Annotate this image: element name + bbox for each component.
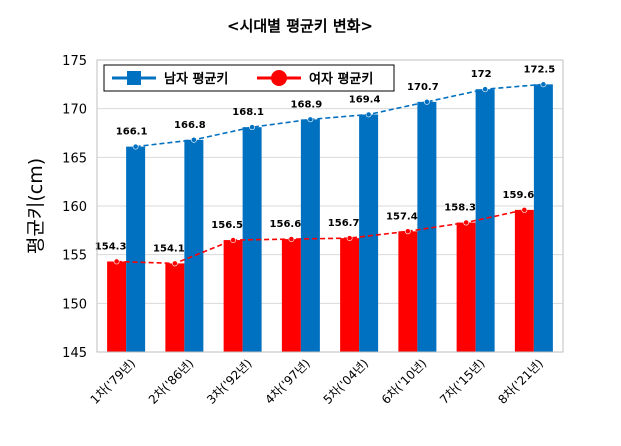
legend-marker-female <box>271 70 287 86</box>
bar-female <box>340 238 360 352</box>
data-label-female: 156.6 <box>270 219 302 230</box>
data-label-male: 169.4 <box>349 95 381 106</box>
x-axis-ticks: 1차('79년) 2차('86년) 3차('92년) 4차('97년) 5차('04년)… <box>88 356 546 407</box>
bar-female <box>281 239 301 352</box>
data-label-female: 154.1 <box>153 243 185 254</box>
trend-line-male-point <box>482 86 489 93</box>
x-tick-label: 5차('04년) <box>321 356 372 407</box>
x-tick-label: 8차('21년) <box>495 356 546 407</box>
trend-line-male <box>135 83 544 148</box>
trend-line-male-point <box>132 143 139 150</box>
bar-male <box>359 114 379 352</box>
trend-line-female-point <box>463 219 470 226</box>
bar-male <box>184 139 204 352</box>
trend-line-female-point <box>230 237 237 243</box>
data-label-female: 158.3 <box>444 203 476 214</box>
data-label-female: 154.3 <box>95 241 127 252</box>
y-axis-label: 평균키(cm) <box>25 158 47 254</box>
legend: 남자 평균키 여자 평균키 <box>103 64 395 92</box>
data-label-male: 168.1 <box>232 107 264 118</box>
trend-line-female-point <box>288 236 295 242</box>
x-tick-label: 7차('15년) <box>437 356 488 407</box>
bar-female <box>165 263 185 352</box>
x-tick-label: 2차('86년) <box>146 356 197 407</box>
data-label-male: 166.1 <box>116 127 148 138</box>
bar-male <box>417 101 437 352</box>
plot-frame <box>96 59 564 353</box>
y-tick-label: 170 <box>62 103 87 118</box>
bar-male <box>533 84 553 352</box>
trend-line-female-point <box>346 235 353 242</box>
y-tick-label: 155 <box>62 249 87 264</box>
x-tick-label: 3차('92년) <box>204 356 255 407</box>
data-labels: 154.3 166.1 154.1 166.8 156.5 168.1 156.6 168.9… <box>95 64 555 254</box>
data-label-male: 172.5 <box>524 64 556 75</box>
trend-line-female-point <box>113 258 120 265</box>
data-label-female: 156.5 <box>211 220 243 231</box>
legend-marker-male <box>127 71 141 85</box>
bar-male <box>300 119 320 352</box>
bar-female <box>107 261 127 352</box>
legend-label-male: 남자 평균키 <box>164 71 228 87</box>
data-label-male: 168.9 <box>291 99 323 110</box>
data-label-female: 157.4 <box>386 211 418 222</box>
trend-line-female-point <box>404 228 411 235</box>
trend-line-male-point <box>307 116 314 123</box>
chart-title: <시대별 평균키 변화> <box>227 17 373 35</box>
data-label-male: 172 <box>471 69 492 80</box>
data-label-male: 166.8 <box>174 120 206 131</box>
trend-line-male-point <box>365 111 372 118</box>
x-tick-label: 6차('10년) <box>379 356 430 407</box>
bars <box>107 84 553 352</box>
y-tick-label: 145 <box>62 346 87 361</box>
trend-line-female-point <box>521 206 528 213</box>
trend-line-female-point <box>171 260 178 267</box>
trend-lines <box>113 81 547 267</box>
data-label-male: 170.7 <box>407 82 439 93</box>
trend-line-male-point <box>249 124 256 131</box>
data-label-female: 159.6 <box>503 190 535 201</box>
x-tick-label: 1차('79년) <box>88 356 139 407</box>
legend-label-female: 여자 평균키 <box>309 71 373 87</box>
trend-line-male-point <box>190 136 197 143</box>
data-label-female: 156.7 <box>328 218 360 229</box>
trend-line-male-point <box>423 98 430 105</box>
x-tick-label: 4차('97년) <box>262 356 313 407</box>
y-tick-label: 165 <box>62 151 87 166</box>
bar-male <box>475 89 495 352</box>
bar-female <box>398 231 418 352</box>
y-tick-label: 150 <box>62 297 87 312</box>
trend-line-female <box>116 209 525 265</box>
y-axis-ticks: 145 150 155 160 165 170 175 <box>62 54 87 361</box>
bar-male <box>126 146 146 352</box>
bar-female <box>456 222 476 352</box>
y-tick-label: 175 <box>62 54 87 69</box>
trend-line-male-point <box>540 81 547 88</box>
bar-female <box>223 240 243 352</box>
bar-female <box>514 209 534 352</box>
y-tick-label: 160 <box>62 200 87 215</box>
